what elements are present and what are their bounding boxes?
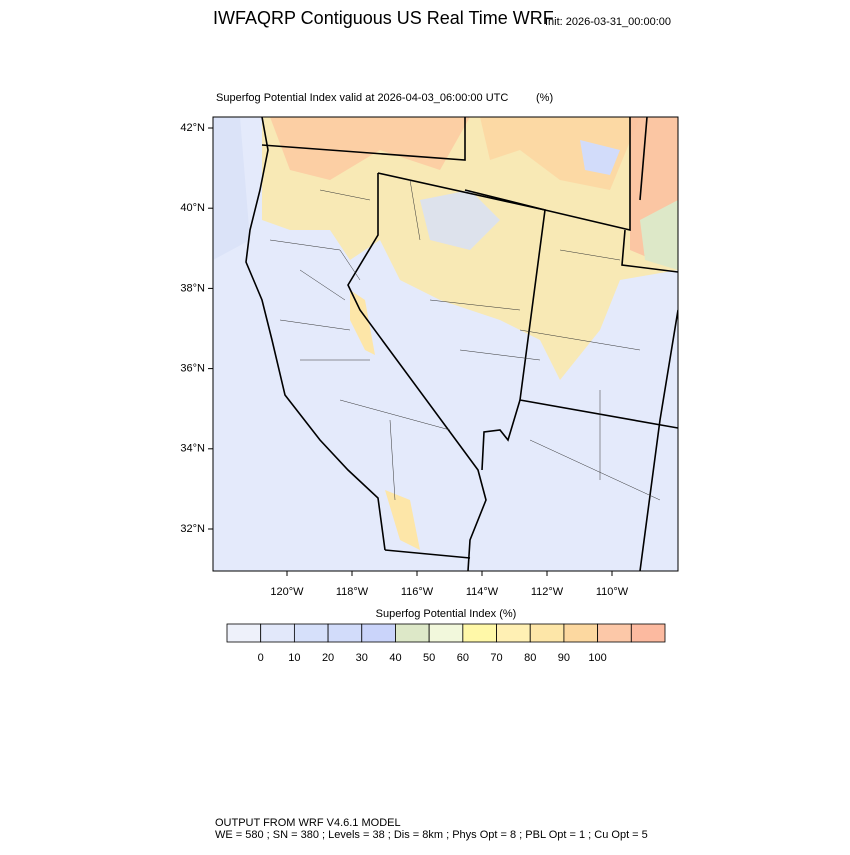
colorbar-tick-label: 90: [558, 652, 570, 664]
colorbar-tick-label: 80: [524, 652, 536, 664]
units: (%): [536, 92, 553, 104]
colorbar-tick-label: 60: [457, 652, 469, 664]
lat-label: 36°N: [180, 363, 205, 375]
lon-labels: 120°W 118°W 116°W 114°W 112°W 110°W: [270, 571, 629, 598]
colorbar-box: [293, 623, 329, 643]
colorbar-tick-label: 10: [288, 652, 300, 664]
map-frame: [212, 116, 679, 572]
lat-label: 34°N: [180, 443, 205, 455]
lat-labels: 42°N 40°N 38°N 36°N 34°N 32°N: [180, 122, 213, 535]
colorbar-box: [597, 623, 632, 643]
colorbar-box: [260, 623, 295, 643]
lat-label: 32°N: [180, 523, 205, 535]
colorbar-box: [496, 623, 531, 643]
footer-line: WE = 580 ; SN = 380 ; Levels = 38 ; Dis …: [215, 829, 648, 841]
lon-label: 110°W: [596, 586, 629, 598]
colorbar-box: [462, 623, 497, 643]
colorbar-box: [226, 623, 262, 643]
colorbar: 0 10 20 30 40 50 60 70 80 90 100: [226, 623, 666, 664]
lat-label: 42°N: [180, 122, 205, 134]
colorbar-box: [361, 623, 396, 643]
lon-label: 120°W: [270, 586, 304, 598]
colorbar-box: [630, 623, 666, 643]
colorbar-box: [327, 623, 363, 643]
init-label: Init: 2026-03-31_00:00:00: [545, 16, 671, 28]
colorbar-box: [428, 623, 464, 643]
map: [213, 117, 678, 571]
colorbar-tick-label: 70: [490, 652, 502, 664]
colorbar-tick-label: 50: [423, 652, 435, 664]
lon-label: 118°W: [336, 586, 369, 598]
colorbar-tick-label: 40: [389, 652, 401, 664]
colorbar-box: [529, 623, 565, 643]
title: IWFAQRP Contiguous US Real Time WRF: [213, 8, 554, 28]
lat-label: 38°N: [180, 282, 205, 294]
lat-label: 40°N: [180, 202, 205, 214]
colorbar-title: Superfog Potential Index (%): [376, 608, 517, 620]
colorbar-tick-label: 20: [322, 652, 334, 664]
lon-label: 116°W: [401, 586, 434, 598]
lon-label: 114°W: [466, 586, 499, 598]
subtitle: Superfog Potential Index valid at 2026-0…: [216, 92, 508, 104]
colorbar-box: [563, 623, 599, 643]
lon-label: 112°W: [531, 586, 564, 598]
colorbar-tick-label: 30: [356, 652, 368, 664]
colorbar-tick-label: 100: [588, 652, 606, 664]
footer-line: OUTPUT FROM WRF V4.6.1 MODEL: [215, 817, 401, 829]
colorbar-tick-label: 0: [258, 652, 264, 664]
colorbar-box: [395, 623, 430, 643]
